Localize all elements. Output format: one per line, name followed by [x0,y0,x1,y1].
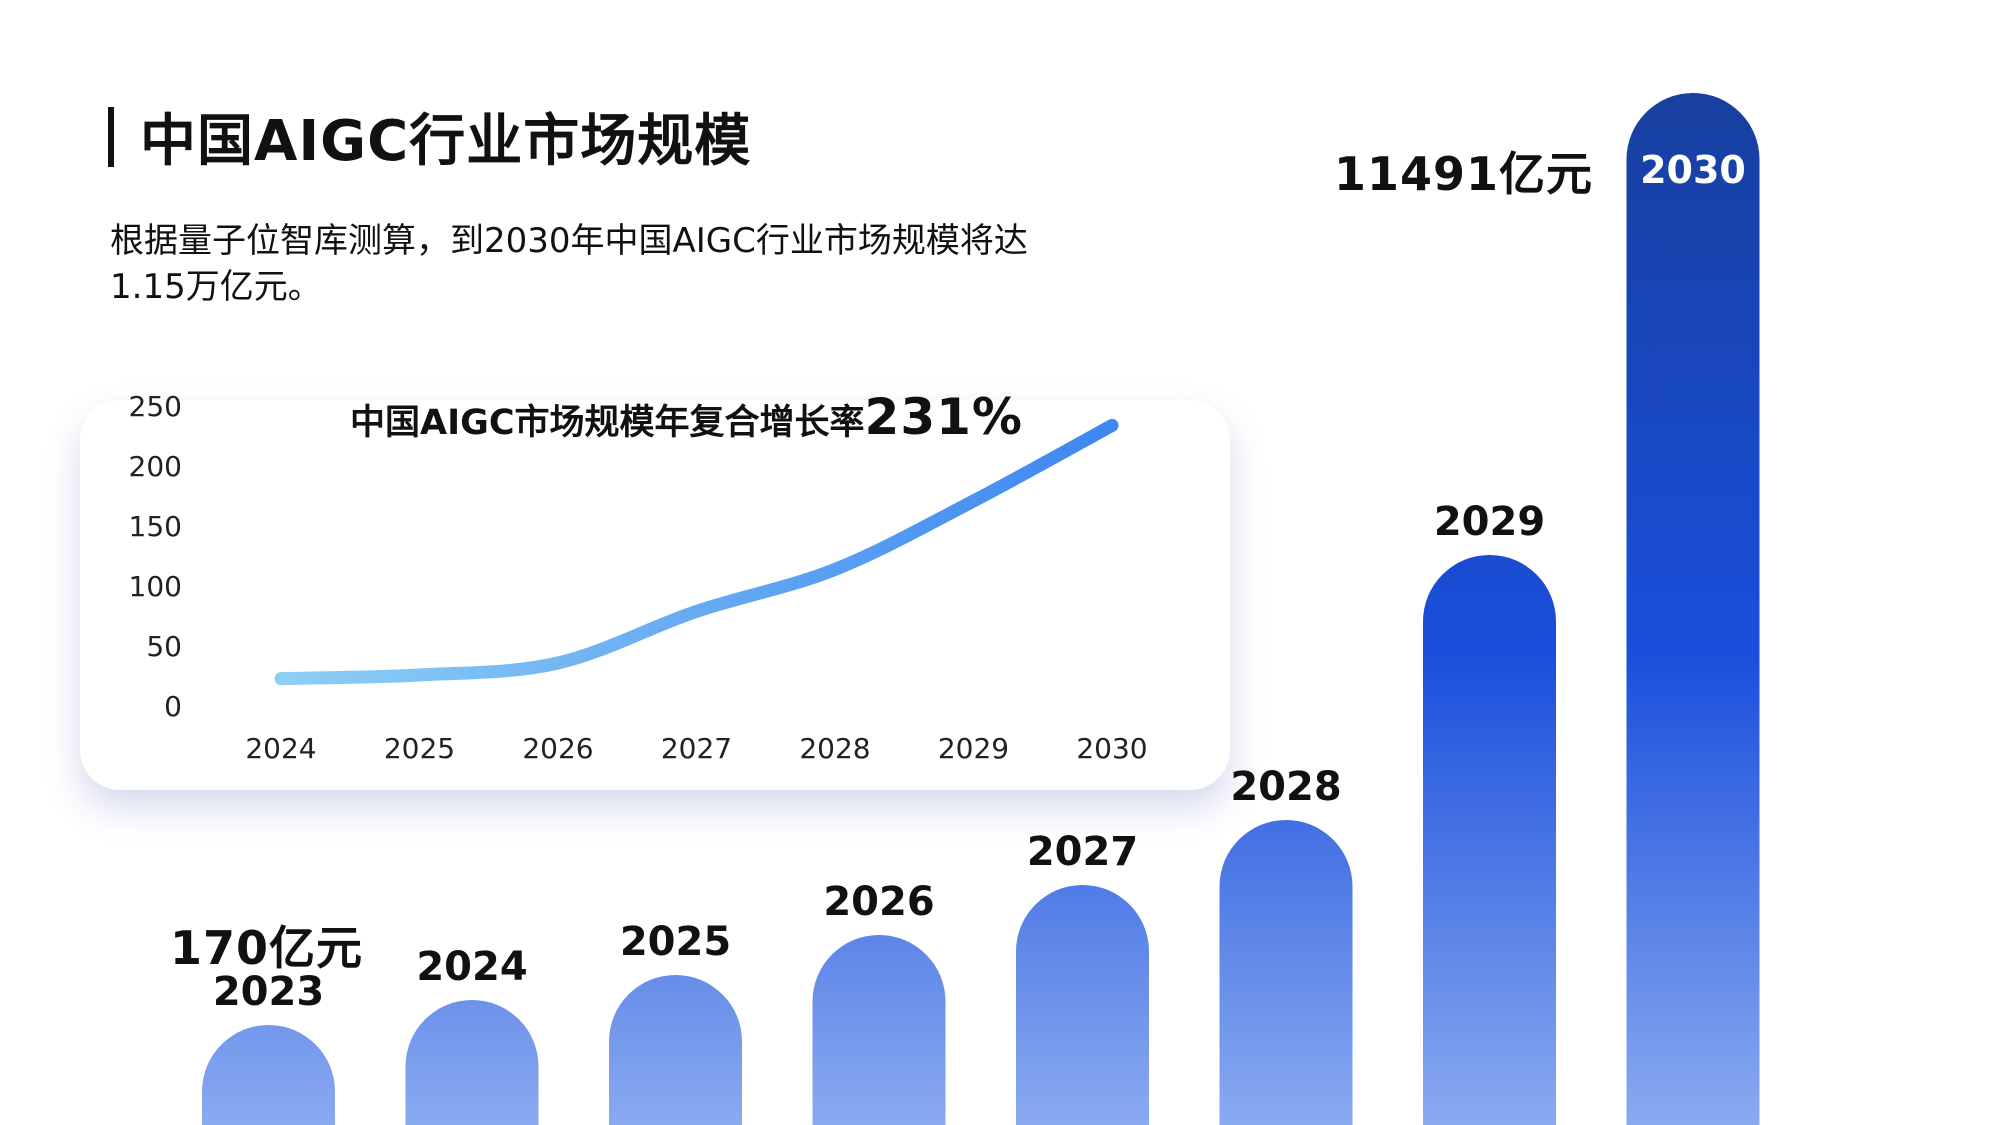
bar-category-label-2023: 2023 [213,969,324,1015]
y-tick-label-150: 150 [129,510,182,543]
y-tick-label-200: 200 [129,450,182,483]
x-tick-label-2024: 2024 [245,732,316,765]
bar-2024 [405,1000,539,1125]
line-point-2027 [696,611,697,612]
line-point-2028 [835,569,836,570]
line-chart-title: 中国AIGC市场规模年复合增长率231% [350,388,1023,446]
x-tick-label-2029: 2029 [938,732,1009,765]
line-chart-title-text: 中国AIGC市场规模年复合增长率 [350,403,865,443]
page-subtitle: 根据量子位智库测算，到2030年中国AIGC行业市场规模将达 1.15万亿元。 [110,218,1170,310]
bar-category-label-2027: 2027 [1027,829,1138,875]
y-tick-label-50: 50 [146,630,182,663]
bar-category-label-2026: 2026 [823,879,934,925]
bar-2028 [1219,820,1353,1125]
bar-category-label-2024: 2024 [416,944,527,990]
growth-line [274,418,1119,686]
line-point-2024 [281,678,282,679]
bar-category-label-2025: 2025 [620,919,731,965]
subtitle-line-1: 根据量子位智库测算，到2030年中国AIGC行业市场规模将达 [110,221,1028,261]
bar-2026 [812,935,946,1125]
bar-value-label-2030: 11491亿元 [1334,147,1594,201]
subtitle-line-2: 1.15万亿元。 [110,267,322,307]
bar-2027 [1016,885,1149,1125]
bar-2030 [1626,93,1760,1125]
title-accent-bar [108,107,114,167]
bar-category-label-2028: 2028 [1230,764,1341,810]
line-point-2025 [419,675,420,676]
y-tick-label-250: 250 [129,390,182,423]
bar-2025 [609,975,742,1125]
y-tick-label-0: 0 [164,690,182,723]
x-tick-label-2026: 2026 [522,732,593,765]
bar-2023 [202,1025,335,1125]
line-chart-title-emphasis: 231% [864,388,1023,446]
x-tick-label-2028: 2028 [799,732,870,765]
bar-category-label-2030: 2030 [1640,148,1746,192]
bar-category-label-2029: 2029 [1434,499,1545,545]
y-tick-label-100: 100 [129,570,182,603]
line-point-2029 [973,501,974,502]
bar-2029 [1423,555,1556,1125]
line-point-2026 [558,663,559,664]
x-tick-label-2025: 2025 [384,732,455,765]
page-title: 中国AIGC行业市场规模 [140,109,752,174]
x-tick-label-2027: 2027 [661,732,732,765]
x-tick-label-2030: 2030 [1076,732,1147,765]
line-point-2030 [1112,425,1113,426]
bar-value-label-2023: 170亿元 [170,921,364,975]
